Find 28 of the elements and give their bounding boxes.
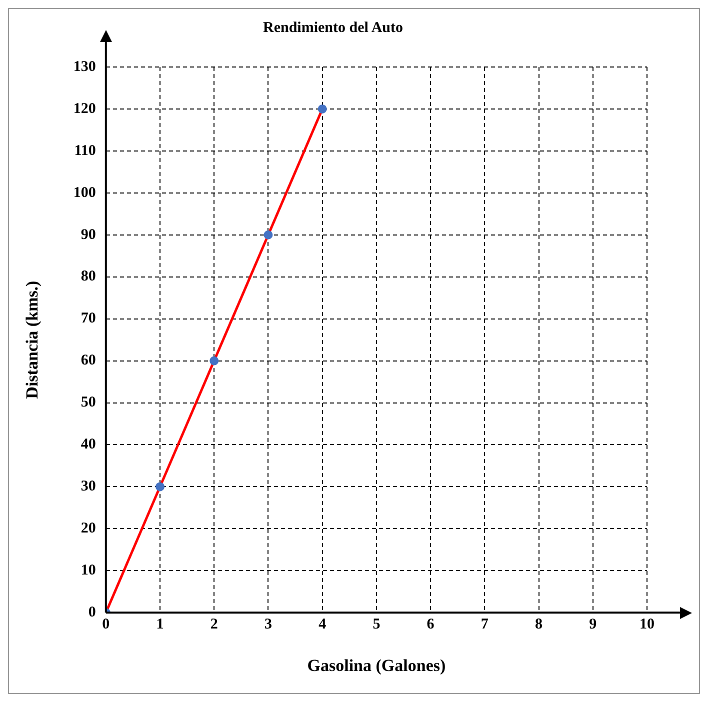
y-tick-label: 120 xyxy=(73,100,96,117)
x-tick-label: 3 xyxy=(264,616,272,632)
y-tick-label: 0 xyxy=(88,604,96,620)
x-tick-label: 5 xyxy=(372,616,380,632)
y-tick-label: 40 xyxy=(80,436,96,453)
x-axis-title: Gasolina (Galones) xyxy=(307,656,446,676)
x-tick-label: 4 xyxy=(318,616,327,632)
y-tick-label: 100 xyxy=(73,184,96,201)
x-tick-label: 1 xyxy=(156,616,164,632)
x-tick-label: 8 xyxy=(535,616,543,632)
x-tick-label: 2 xyxy=(210,616,218,632)
y-tick-label: 130 xyxy=(73,58,96,75)
y-tick-label: 50 xyxy=(80,394,96,411)
x-tick-label: 6 xyxy=(426,616,435,632)
y-tick-label: 70 xyxy=(80,310,96,327)
x-tick-label: 0 xyxy=(102,616,110,632)
y-tick-label: 60 xyxy=(80,352,96,369)
y-tick-label: 30 xyxy=(80,478,96,495)
y-tick-label: 90 xyxy=(80,226,96,243)
x-tick-label: 7 xyxy=(480,616,489,632)
x-tick-label: 9 xyxy=(589,616,597,632)
y-axis-title: Distancia (kms.) xyxy=(22,280,42,399)
chart-title: Rendimiento del Auto xyxy=(262,20,404,36)
y-tick-label: 20 xyxy=(80,520,96,537)
y-tick-label: 10 xyxy=(80,562,96,579)
y-tick-label: 80 xyxy=(80,268,96,285)
y-tick-label: 110 xyxy=(74,142,96,159)
x-tick-label: 10 xyxy=(640,616,654,632)
